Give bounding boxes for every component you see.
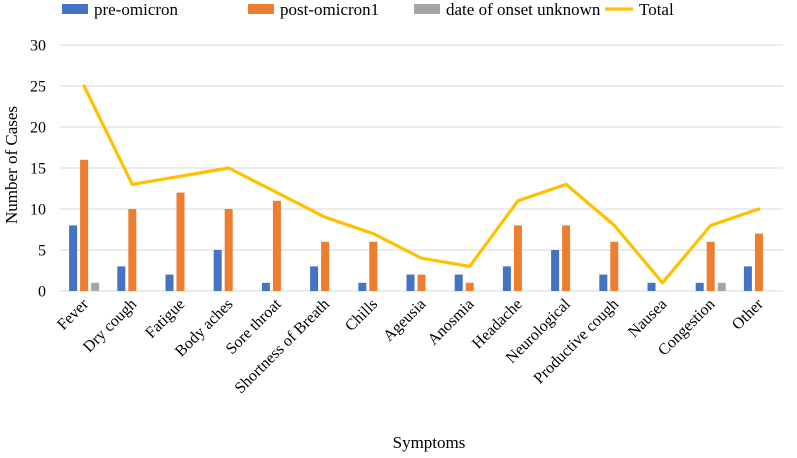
bar-date-of-onset-unknown-congestion <box>717 282 726 291</box>
y-tick-label: 5 <box>38 243 46 260</box>
bar-pre-omicron-other <box>743 266 752 291</box>
x-category-label: Nausea <box>625 296 670 341</box>
total-line-group <box>82 84 761 285</box>
bar-date-of-onset-unknown-fever <box>91 282 100 291</box>
bars <box>69 159 763 291</box>
bar-post-omicron1-ageusia <box>417 274 426 291</box>
x-category-label: Other <box>729 295 767 333</box>
x-category-label: Dry cough <box>80 296 140 356</box>
gridlines <box>60 44 783 251</box>
y-tick-label: 0 <box>38 284 46 301</box>
x-category-label: Chills <box>342 296 381 335</box>
bar-post-omicron1-neurological <box>562 225 571 291</box>
bar-post-omicron1-other <box>754 233 763 291</box>
legend-label-pre-omicron: pre-omicron <box>94 0 179 19</box>
bar-pre-omicron-dry-cough <box>117 266 126 291</box>
bar-pre-omicron-fever <box>69 225 78 291</box>
bar-post-omicron1-anosmia <box>465 282 474 291</box>
bar-post-omicron1-fatigue <box>176 192 185 291</box>
bar-pre-omicron-anosmia <box>454 274 463 291</box>
legend-swatch-post-omicron1 <box>248 4 274 14</box>
bar-post-omicron1-shortness-of-breath <box>321 241 330 291</box>
x-category-label: Productive cough <box>531 296 623 388</box>
y-tick-label: 25 <box>30 79 46 96</box>
legend-label-post-omicron1: post-omicron1 <box>280 0 379 19</box>
y-axis-title: Number of Cases <box>2 106 21 224</box>
bar-pre-omicron-chills <box>358 282 367 291</box>
bar-post-omicron1-chills <box>369 241 378 291</box>
bar-pre-omicron-congestion <box>695 282 704 291</box>
bar-post-omicron1-congestion <box>706 241 715 291</box>
bar-pre-omicron-productive-cough <box>599 274 608 291</box>
y-tick-label: 30 <box>30 38 46 55</box>
bar-post-omicron1-productive-cough <box>610 241 619 291</box>
y-axis-ticks: 0 5 10 15 20 25 30 <box>30 38 46 301</box>
bar-pre-omicron-sore-throat <box>261 282 270 291</box>
legend-label-total: Total <box>639 0 674 19</box>
bar-pre-omicron-body-aches <box>213 250 222 291</box>
x-category-label: Shortness of Breath <box>232 296 333 397</box>
bar-post-omicron1-dry-cough <box>128 209 137 291</box>
bar-pre-omicron-ageusia <box>406 274 415 291</box>
bar-pre-omicron-shortness-of-breath <box>310 266 319 291</box>
bar-pre-omicron-neurological <box>551 250 560 291</box>
bar-post-omicron1-headache <box>513 225 522 291</box>
bar-pre-omicron-nausea <box>647 282 656 291</box>
x-category-label: Ageusia <box>380 296 429 345</box>
y-tick-label: 10 <box>30 202 46 219</box>
bar-post-omicron1-sore-throat <box>272 200 281 291</box>
legend: pre-omicron post-omicron1 date of onset un… <box>62 0 674 19</box>
y-tick-label: 15 <box>30 161 46 178</box>
x-category-label: Fever <box>54 295 92 333</box>
x-axis-title: Symptoms <box>393 433 466 452</box>
y-tick-label: 20 <box>30 120 46 137</box>
total-line <box>82 84 761 285</box>
bar-post-omicron1-body-aches <box>224 209 233 291</box>
bar-pre-omicron-fatigue <box>165 274 174 291</box>
x-category-label: Fatigue <box>142 296 188 342</box>
legend-label-date-of-onset-unknown: date of onset unknown <box>446 0 601 19</box>
bar-pre-omicron-headache <box>502 266 511 291</box>
bar-post-omicron1-fever <box>80 159 89 291</box>
legend-swatch-pre-omicron <box>62 4 88 14</box>
legend-swatch-date-of-onset-unknown <box>414 4 440 14</box>
